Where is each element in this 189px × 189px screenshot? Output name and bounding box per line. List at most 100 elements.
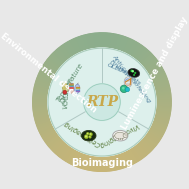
Wedge shape	[87, 34, 92, 49]
Wedge shape	[63, 147, 73, 160]
Wedge shape	[119, 36, 125, 51]
Wedge shape	[75, 38, 82, 53]
Ellipse shape	[75, 84, 80, 93]
Wedge shape	[33, 106, 48, 108]
Wedge shape	[69, 40, 77, 55]
Wedge shape	[144, 58, 156, 69]
Wedge shape	[44, 132, 57, 141]
Wedge shape	[124, 39, 131, 53]
Wedge shape	[128, 149, 137, 163]
Wedge shape	[156, 101, 171, 102]
Wedge shape	[156, 107, 171, 109]
Wedge shape	[33, 92, 49, 96]
Text: VOCs: VOCs	[62, 90, 70, 109]
Wedge shape	[61, 146, 71, 159]
Wedge shape	[154, 84, 169, 89]
Wedge shape	[153, 117, 169, 122]
Circle shape	[90, 133, 91, 135]
Wedge shape	[154, 113, 170, 118]
Wedge shape	[48, 58, 61, 68]
Wedge shape	[155, 112, 170, 116]
Wedge shape	[152, 76, 167, 83]
Wedge shape	[85, 154, 90, 170]
Wedge shape	[151, 73, 165, 80]
Wedge shape	[33, 100, 48, 101]
Wedge shape	[60, 145, 70, 158]
Text: Cell imaging: Cell imaging	[63, 120, 102, 147]
Wedge shape	[33, 104, 48, 106]
Wedge shape	[143, 137, 155, 147]
Text: Bioimaging: Bioimaging	[71, 158, 133, 168]
Wedge shape	[156, 104, 171, 106]
Wedge shape	[151, 74, 166, 81]
Circle shape	[87, 133, 88, 134]
Wedge shape	[153, 119, 168, 125]
Wedge shape	[155, 109, 170, 113]
Wedge shape	[67, 42, 76, 56]
Wedge shape	[145, 134, 158, 144]
Wedge shape	[34, 89, 49, 93]
Wedge shape	[122, 38, 129, 53]
Wedge shape	[77, 153, 84, 167]
Circle shape	[123, 133, 128, 138]
Wedge shape	[33, 102, 48, 104]
Wedge shape	[33, 108, 48, 111]
Wedge shape	[88, 155, 92, 170]
Wedge shape	[50, 138, 63, 149]
Circle shape	[125, 87, 129, 92]
Wedge shape	[47, 135, 60, 146]
Wedge shape	[43, 65, 56, 74]
Wedge shape	[59, 145, 70, 157]
Wedge shape	[46, 60, 60, 70]
Wedge shape	[33, 96, 48, 98]
Wedge shape	[38, 75, 52, 82]
Wedge shape	[57, 143, 68, 156]
Wedge shape	[110, 155, 114, 170]
Text: Luminescence and display: Luminescence and display	[120, 15, 189, 131]
Wedge shape	[107, 156, 109, 171]
Wedge shape	[121, 152, 128, 167]
Wedge shape	[139, 141, 150, 153]
Wedge shape	[113, 155, 118, 170]
Wedge shape	[36, 120, 51, 126]
Wedge shape	[109, 155, 113, 171]
Wedge shape	[49, 137, 61, 148]
Wedge shape	[35, 82, 50, 87]
Wedge shape	[147, 131, 160, 141]
Wedge shape	[106, 156, 108, 171]
Wedge shape	[152, 77, 167, 84]
Wedge shape	[47, 135, 60, 145]
Wedge shape	[78, 37, 84, 51]
Wedge shape	[98, 156, 100, 171]
Circle shape	[48, 48, 156, 156]
Wedge shape	[35, 83, 50, 88]
Wedge shape	[130, 43, 140, 57]
Wedge shape	[145, 60, 158, 70]
Wedge shape	[154, 83, 169, 88]
Wedge shape	[45, 133, 58, 143]
Wedge shape	[81, 36, 87, 51]
Wedge shape	[135, 47, 146, 60]
Wedge shape	[34, 90, 49, 94]
Wedge shape	[97, 33, 99, 48]
Wedge shape	[115, 154, 120, 169]
Wedge shape	[55, 51, 66, 63]
Wedge shape	[78, 153, 84, 168]
Circle shape	[48, 48, 156, 156]
Wedge shape	[82, 154, 87, 169]
Wedge shape	[37, 121, 52, 127]
Wedge shape	[33, 107, 48, 110]
Circle shape	[84, 84, 120, 120]
Wedge shape	[36, 119, 51, 125]
Wedge shape	[34, 112, 49, 117]
Wedge shape	[46, 134, 59, 144]
Text: Fingerprints: Fingerprints	[109, 59, 142, 86]
Wedge shape	[39, 125, 53, 133]
Wedge shape	[35, 84, 50, 89]
Wedge shape	[35, 116, 50, 121]
Wedge shape	[36, 80, 51, 86]
Wedge shape	[119, 37, 126, 51]
Wedge shape	[152, 121, 167, 128]
Wedge shape	[49, 57, 61, 68]
Wedge shape	[149, 68, 163, 77]
